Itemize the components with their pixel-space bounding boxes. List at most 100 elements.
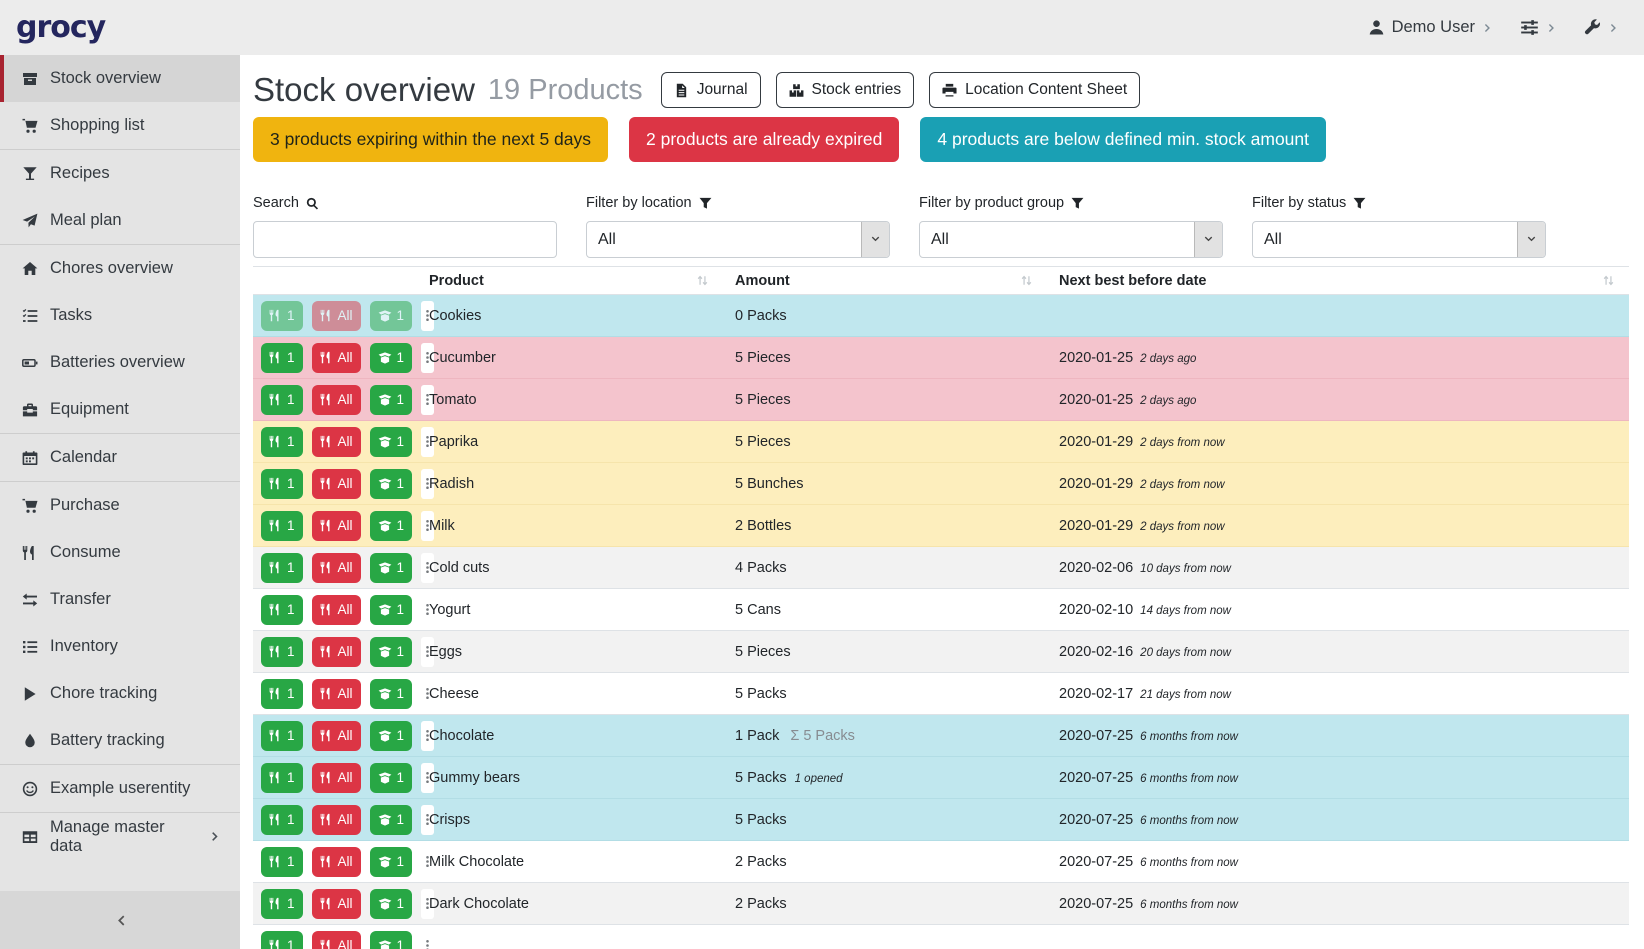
row-menu-button[interactable] xyxy=(421,636,435,667)
stock-entries-button[interactable]: Stock entries xyxy=(775,72,915,108)
consume-all-button[interactable]: All xyxy=(311,594,361,625)
row-menu-button[interactable] xyxy=(421,720,435,751)
consume-one-button[interactable]: 1 xyxy=(261,468,303,499)
consume-one-button[interactable]: 1 xyxy=(261,846,303,877)
sidebar-item-recipes[interactable]: Recipes xyxy=(0,150,240,197)
below-min-stock-pill[interactable]: 4 products are below defined min. stock … xyxy=(920,117,1326,162)
open-one-button[interactable]: 1 xyxy=(369,552,413,583)
open-one-button[interactable]: 1 xyxy=(369,846,413,877)
consume-all-button[interactable]: All xyxy=(311,552,361,583)
consume-all-button[interactable]: All xyxy=(311,384,361,415)
open-one-button[interactable]: 1 xyxy=(369,510,413,541)
sidebar-item-example-userentity[interactable]: Example userentity xyxy=(0,765,240,812)
open-one-button[interactable]: 1 xyxy=(369,762,413,793)
consume-one-button[interactable]: 1 xyxy=(261,300,303,331)
open-one-button[interactable]: 1 xyxy=(369,720,413,751)
consume-one-button[interactable]: 1 xyxy=(261,888,303,919)
consume-all-button[interactable]: All xyxy=(311,342,361,373)
open-one-button[interactable]: 1 xyxy=(369,342,413,373)
sidebar-item-chores-overview[interactable]: Chores overview xyxy=(0,245,240,292)
open-one-button[interactable]: 1 xyxy=(369,930,413,949)
row-menu-button[interactable] xyxy=(421,552,435,583)
consume-one-button[interactable]: 1 xyxy=(261,930,303,949)
row-menu-button[interactable] xyxy=(421,300,435,331)
sidebar-item-equipment[interactable]: Equipment xyxy=(0,386,240,433)
consume-one-button[interactable]: 1 xyxy=(261,762,303,793)
consume-one-button[interactable]: 1 xyxy=(261,804,303,835)
open-one-button[interactable]: 1 xyxy=(369,468,413,499)
product-group-filter-select[interactable]: All xyxy=(919,221,1223,258)
sidebar-item-batteries-overview[interactable]: Batteries overview xyxy=(0,339,240,386)
row-menu-button[interactable] xyxy=(421,888,435,919)
row-menu-button[interactable] xyxy=(421,594,435,625)
settings-menu[interactable] xyxy=(1520,18,1558,37)
consume-one-button[interactable]: 1 xyxy=(261,720,303,751)
consume-all-button[interactable]: All xyxy=(311,510,361,541)
sidebar-item-shopping-list[interactable]: Shopping list xyxy=(0,102,240,149)
row-menu-button[interactable] xyxy=(421,678,435,709)
row-menu-button[interactable] xyxy=(421,342,435,373)
expired-products-pill[interactable]: 2 products are already expired xyxy=(629,117,900,162)
consume-one-button[interactable]: 1 xyxy=(261,678,303,709)
admin-menu[interactable] xyxy=(1584,19,1620,36)
open-one-button[interactable]: 1 xyxy=(369,300,413,331)
row-menu-button[interactable] xyxy=(421,384,435,415)
consume-all-button[interactable]: All xyxy=(311,804,361,835)
consume-one-button[interactable]: 1 xyxy=(261,426,303,457)
open-one-button[interactable]: 1 xyxy=(369,636,413,667)
best-before-timeago: 2 days from now xyxy=(1140,520,1225,533)
column-next-best-before-date[interactable]: Next best before date xyxy=(1059,273,1629,289)
consume-all-button[interactable]: All xyxy=(311,300,361,331)
sidebar-collapse-button[interactable] xyxy=(0,891,240,949)
consume-one-button[interactable]: 1 xyxy=(261,342,303,373)
consume-all-button[interactable]: All xyxy=(311,762,361,793)
sidebar-item-stock-overview[interactable]: Stock overview xyxy=(0,55,240,102)
sidebar-item-transfer[interactable]: Transfer xyxy=(0,576,240,623)
row-menu-button[interactable] xyxy=(421,762,435,793)
consume-one-button[interactable]: 1 xyxy=(261,510,303,541)
sidebar-item-manage-master-data[interactable]: Manage master data xyxy=(0,813,240,860)
sidebar-item-tasks[interactable]: Tasks xyxy=(0,292,240,339)
open-one-button[interactable]: 1 xyxy=(369,594,413,625)
open-one-button[interactable]: 1 xyxy=(369,888,413,919)
open-one-button[interactable]: 1 xyxy=(369,426,413,457)
open-one-button[interactable]: 1 xyxy=(369,804,413,835)
consume-one-button[interactable]: 1 xyxy=(261,636,303,667)
sidebar-item-consume[interactable]: Consume xyxy=(0,529,240,576)
column-amount[interactable]: Amount xyxy=(735,273,1059,289)
consume-one-button[interactable]: 1 xyxy=(261,384,303,415)
consume-one-button[interactable]: 1 xyxy=(261,594,303,625)
sidebar-item-inventory[interactable]: Inventory xyxy=(0,623,240,670)
consume-all-button[interactable]: All xyxy=(311,846,361,877)
grocy-logo[interactable]: grocy xyxy=(16,10,106,45)
row-menu-button[interactable] xyxy=(421,510,435,541)
search-input[interactable] xyxy=(253,221,557,258)
row-menu-button[interactable] xyxy=(421,930,435,949)
open-one-button[interactable]: 1 xyxy=(369,678,413,709)
consume-all-button[interactable]: All xyxy=(311,426,361,457)
sidebar-item-calendar[interactable]: Calendar xyxy=(0,434,240,481)
row-menu-button[interactable] xyxy=(421,426,435,457)
consume-all-button[interactable]: All xyxy=(311,468,361,499)
user-menu[interactable]: Demo User xyxy=(1368,18,1494,37)
column-product[interactable]: Product xyxy=(429,273,735,289)
expiring-products-pill[interactable]: 3 products expiring within the next 5 da… xyxy=(253,117,609,162)
consume-all-button[interactable]: All xyxy=(311,678,361,709)
row-menu-button[interactable] xyxy=(421,804,435,835)
sidebar-item-battery-tracking[interactable]: Battery tracking xyxy=(0,717,240,764)
consume-all-button[interactable]: All xyxy=(311,720,361,751)
open-one-button[interactable]: 1 xyxy=(369,384,413,415)
row-menu-button[interactable] xyxy=(421,468,435,499)
consume-all-button[interactable]: All xyxy=(311,636,361,667)
sidebar-item-purchase[interactable]: Purchase xyxy=(0,482,240,529)
journal-button[interactable]: Journal xyxy=(660,72,761,108)
consume-all-button[interactable]: All xyxy=(311,930,361,949)
consume-one-button[interactable]: 1 xyxy=(261,552,303,583)
sidebar-item-meal-plan[interactable]: Meal plan xyxy=(0,197,240,244)
location-content-sheet-button[interactable]: Location Content Sheet xyxy=(929,72,1141,108)
row-menu-button[interactable] xyxy=(421,846,435,877)
sidebar-item-chore-tracking[interactable]: Chore tracking xyxy=(0,670,240,717)
status-filter-select[interactable]: All xyxy=(1252,221,1546,258)
consume-all-button[interactable]: All xyxy=(311,888,361,919)
location-filter-select[interactable]: All xyxy=(586,221,890,258)
